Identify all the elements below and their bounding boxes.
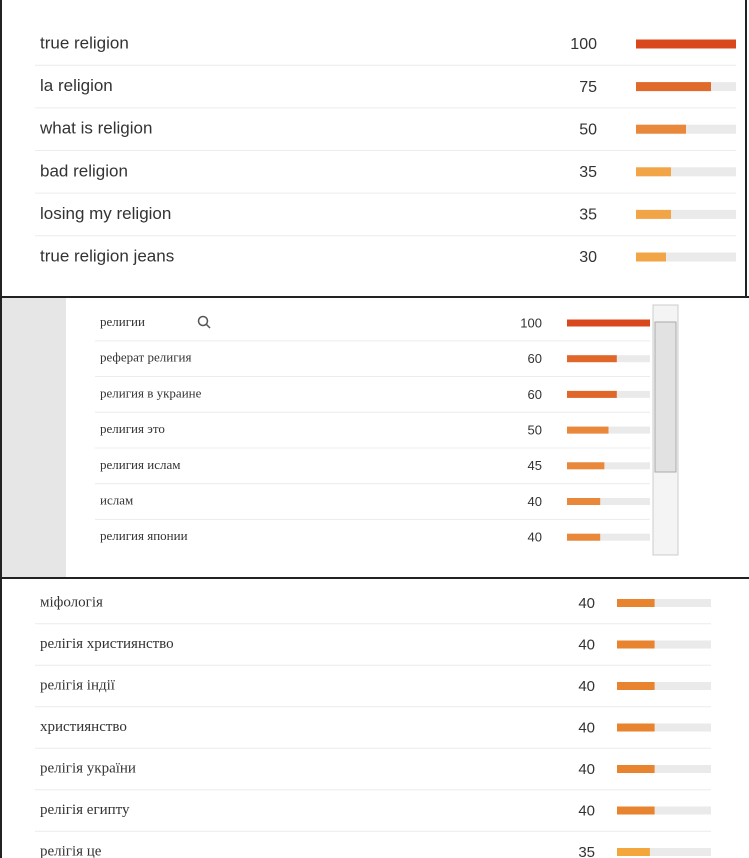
row-label: bad religion — [40, 161, 128, 180]
row-value: 45 — [528, 458, 542, 473]
bar-track — [617, 640, 711, 649]
bar-track — [567, 498, 650, 505]
bar — [636, 82, 711, 92]
row-value: 60 — [528, 351, 542, 366]
row-label: what is religion — [39, 119, 152, 138]
bar — [617, 806, 655, 815]
bar-track — [617, 723, 711, 732]
row-label: религия ислам — [100, 457, 180, 472]
row-label: религия это — [100, 421, 165, 436]
row-value: 40 — [578, 802, 595, 819]
row-label: религия в украине — [100, 385, 202, 400]
bar — [617, 848, 650, 856]
row-value: 35 — [579, 207, 597, 224]
row-label: losing my religion — [40, 204, 171, 223]
bar-track — [617, 765, 711, 773]
bar — [567, 498, 601, 505]
row-value: 40 — [578, 595, 595, 612]
row-label: религия японии — [100, 528, 188, 543]
bar — [567, 319, 650, 327]
row-value: 40 — [528, 494, 542, 509]
bar-track — [636, 209, 736, 219]
row-value: 40 — [578, 678, 595, 695]
row-value: 40 — [528, 530, 542, 545]
bar — [617, 640, 655, 649]
row-value: 35 — [579, 164, 597, 181]
row-value: 30 — [579, 249, 597, 266]
row-label: true religion jeans — [40, 246, 174, 265]
bar — [567, 426, 609, 434]
row-label: християнство — [40, 719, 127, 735]
bar-track — [567, 533, 650, 541]
bar — [617, 682, 655, 690]
bar-track — [636, 252, 736, 262]
bar — [636, 167, 671, 177]
row-value: 50 — [528, 423, 542, 438]
search-icon — [197, 315, 209, 327]
bar — [636, 252, 666, 262]
bar-track — [636, 167, 736, 177]
row-label: реферат религия — [100, 350, 191, 365]
bar-track — [617, 848, 711, 856]
row-label: религии — [100, 314, 145, 329]
bar — [567, 355, 617, 363]
row-label: релігія християнство — [40, 636, 174, 652]
row-value: 35 — [578, 844, 595, 858]
row-value: 100 — [520, 315, 542, 330]
bar-track — [567, 462, 650, 470]
scroll-thumb[interactable] — [654, 321, 677, 473]
bar — [617, 765, 655, 773]
row-value: 60 — [528, 387, 542, 402]
row-value: 100 — [570, 36, 597, 53]
row-label: міфологія — [40, 594, 103, 610]
bar — [617, 723, 655, 732]
bar — [636, 209, 671, 219]
bar — [617, 599, 655, 607]
bar — [567, 533, 601, 541]
bar-track — [617, 599, 711, 607]
bar-track — [617, 682, 711, 690]
row-label: ислам — [100, 492, 133, 507]
search-icon — [205, 323, 211, 329]
row-value: 50 — [579, 121, 597, 138]
row-value: 40 — [578, 719, 595, 736]
bar — [636, 39, 736, 49]
bar — [636, 124, 686, 134]
row-value: 40 — [578, 636, 595, 653]
row-label: релігія египту — [40, 802, 130, 818]
row-label: true religion — [40, 33, 129, 52]
bar — [567, 462, 605, 470]
row-label: релігія це — [40, 843, 102, 858]
row-label: релігія індії — [40, 677, 116, 693]
row-label: релігія україни — [40, 760, 136, 776]
bar — [567, 390, 617, 398]
row-value: 75 — [579, 79, 597, 96]
row-value: 40 — [578, 761, 595, 778]
side-strip — [2, 298, 66, 578]
bar-track — [617, 806, 711, 815]
row-label: la religion — [40, 76, 113, 95]
